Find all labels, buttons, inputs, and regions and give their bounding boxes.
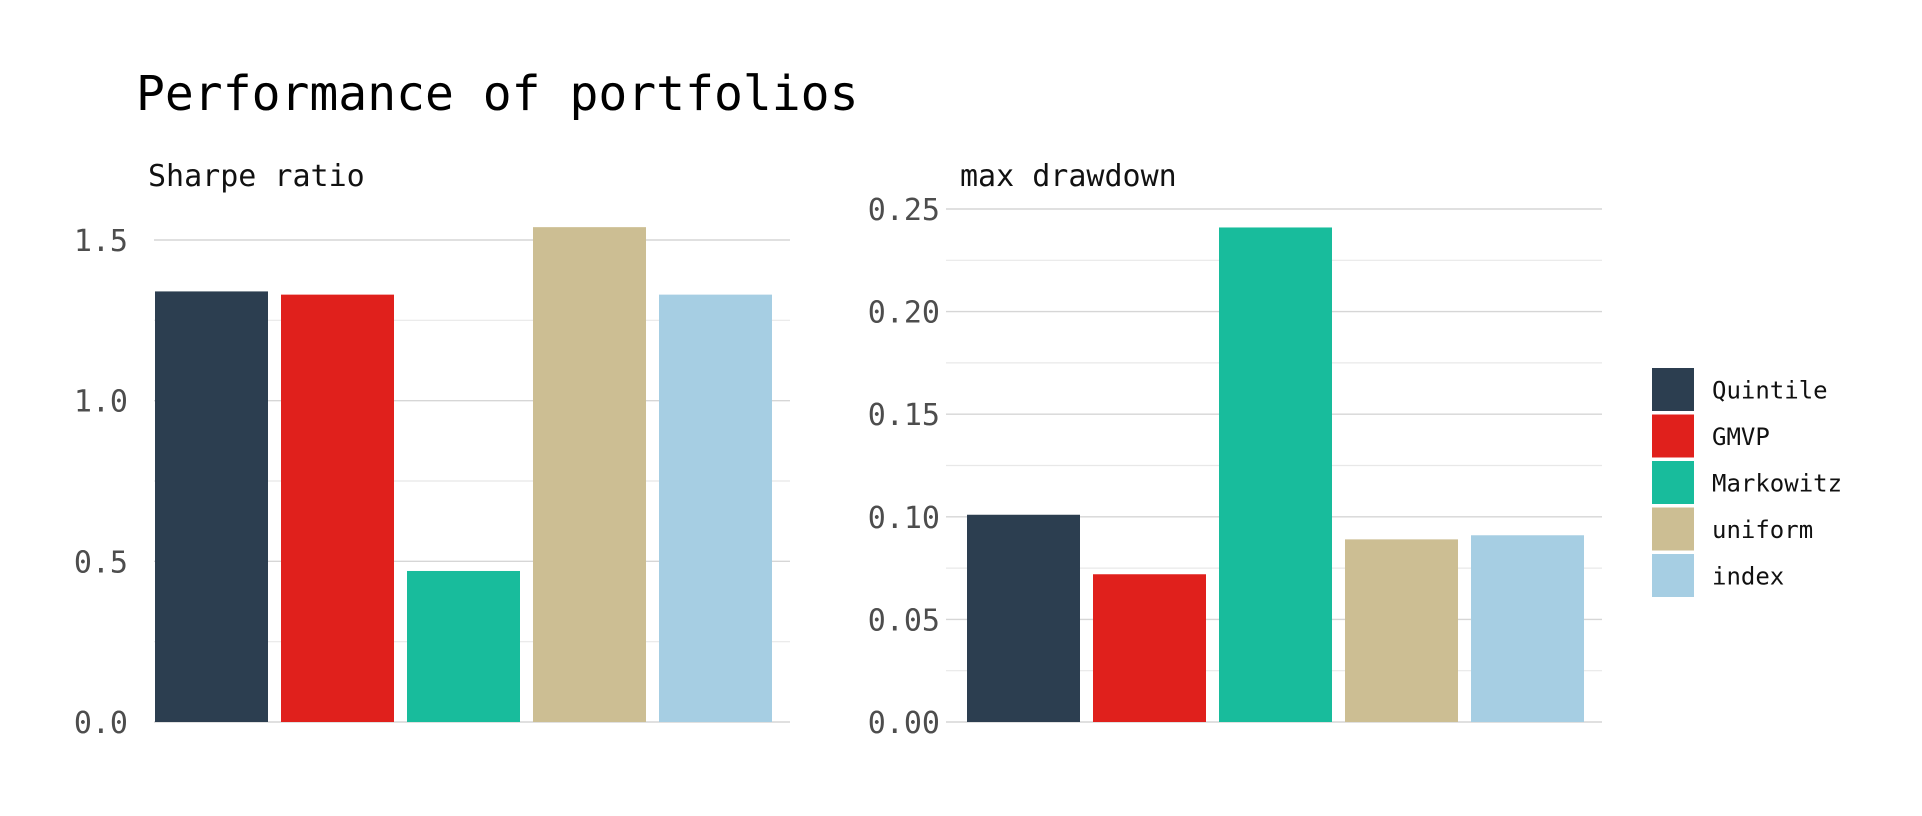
y-tick-label: 0.5: [74, 545, 128, 580]
y-tick-label: 0.20: [868, 296, 940, 331]
y-tick-label: 0.25: [868, 193, 940, 228]
y-tick-label: 0.00: [868, 706, 940, 741]
legend-item-quintile: Quintile: [1652, 368, 1828, 411]
legend-swatch: [1652, 414, 1694, 458]
bars: [155, 227, 772, 722]
bars: [967, 227, 1584, 722]
y-tick-label: 1.5: [74, 224, 128, 259]
legend-swatch: [1652, 461, 1694, 504]
bar-markowitz: [407, 570, 520, 722]
y-tick-label: 0.0: [74, 706, 128, 741]
panel-title-sharpe-ratio: Sharpe ratio: [148, 159, 365, 194]
legend-item-gmvp: GMVP: [1652, 414, 1770, 458]
panel-max-drawdown: max drawdown 0.00 0.05 0.10 0.15 0.20 0.25: [868, 159, 1602, 741]
bar-quintile: [967, 514, 1080, 722]
y-tick-label: 0.10: [868, 501, 940, 536]
bar-quintile: [155, 291, 268, 722]
y-tick-label: 0.05: [868, 603, 940, 638]
panel-title-max-drawdown: max drawdown: [960, 159, 1177, 194]
chart-title: Performance of portfolios: [136, 66, 858, 122]
legend-item-index: index: [1652, 554, 1784, 597]
bar-index: [659, 294, 772, 722]
legend-label: uniform: [1712, 516, 1813, 544]
legend-swatch: [1652, 554, 1694, 597]
legend: Quintile GMVP Markowitz uniform index: [1652, 368, 1842, 597]
legend-item-markowitz: Markowitz: [1652, 461, 1842, 504]
legend-label: index: [1712, 563, 1784, 591]
bar-uniform: [533, 227, 646, 722]
legend-swatch: [1652, 368, 1694, 411]
legend-label: Quintile: [1712, 377, 1828, 405]
y-tick-label: 1.0: [74, 385, 128, 420]
bar-markowitz: [1219, 227, 1332, 722]
legend-swatch: [1652, 507, 1694, 551]
panel-sharpe-ratio: Sharpe ratio 0.0 0.5 1.0 1.5: [74, 159, 790, 741]
y-tick-label: 0.15: [868, 398, 940, 433]
bar-index: [1471, 535, 1584, 722]
legend-label: Markowitz: [1712, 470, 1842, 498]
legend-label: GMVP: [1712, 423, 1770, 451]
legend-item-uniform: uniform: [1652, 507, 1813, 551]
bar-gmvp: [281, 294, 394, 722]
bar-gmvp: [1093, 574, 1206, 722]
bar-uniform: [1345, 539, 1458, 722]
